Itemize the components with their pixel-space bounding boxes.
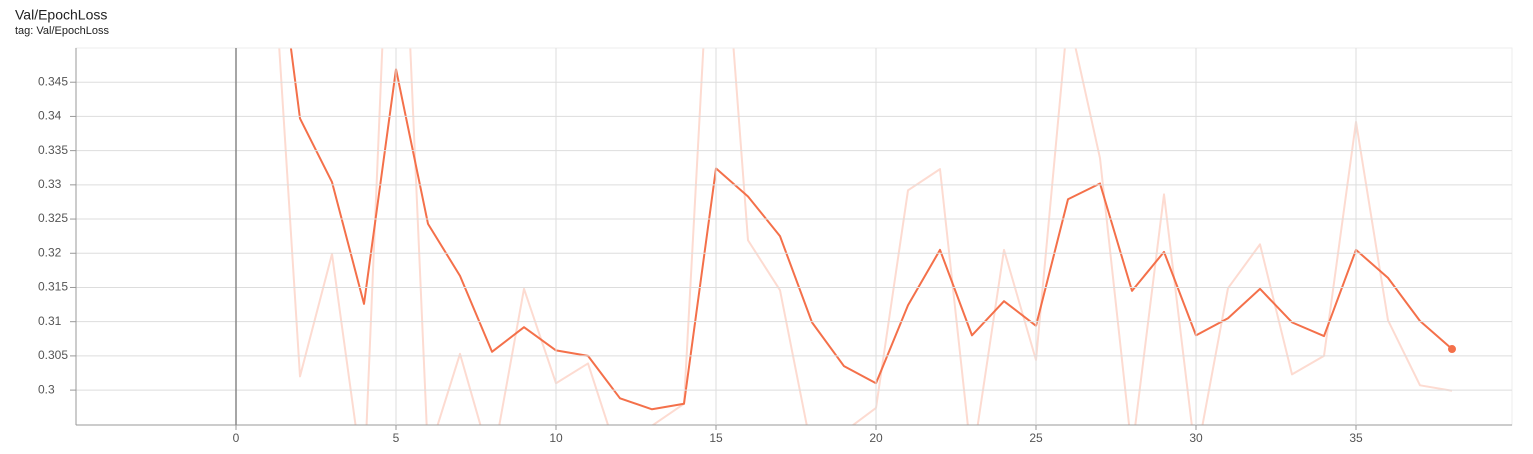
y-tick-label: 0.345 xyxy=(38,74,68,88)
chart-subtitle: tag: Val/EpochLoss xyxy=(15,25,109,37)
series-line xyxy=(289,48,1453,411)
x-tick-label: 20 xyxy=(869,431,883,445)
last-point xyxy=(1448,345,1456,354)
x-tick-label: 15 xyxy=(709,431,723,445)
y-tick-label: 0.305 xyxy=(38,348,68,362)
plot-area xyxy=(278,48,1453,425)
y-tick-label: 0.31 xyxy=(38,314,62,328)
x-tick-label: 0 xyxy=(233,431,240,445)
y-tick-label: 0.34 xyxy=(38,109,62,123)
x-tick-label: 5 xyxy=(393,431,400,445)
series-line xyxy=(278,48,1453,425)
x-tick-label: 35 xyxy=(1349,431,1363,445)
x-tick-label: 30 xyxy=(1189,431,1203,445)
x-tick-label: 10 xyxy=(549,431,563,445)
y-tick-label: 0.32 xyxy=(38,245,62,259)
y-tick-label: 0.325 xyxy=(38,211,68,225)
x-tick-label: 25 xyxy=(1029,431,1043,445)
chart-title: Val/EpochLoss xyxy=(15,7,107,23)
y-tick-label: 0.315 xyxy=(38,280,68,294)
y-tick-label: 0.335 xyxy=(38,143,68,157)
y-tick-label: 0.33 xyxy=(38,177,62,191)
y-tick-label: 0.3 xyxy=(38,382,55,396)
